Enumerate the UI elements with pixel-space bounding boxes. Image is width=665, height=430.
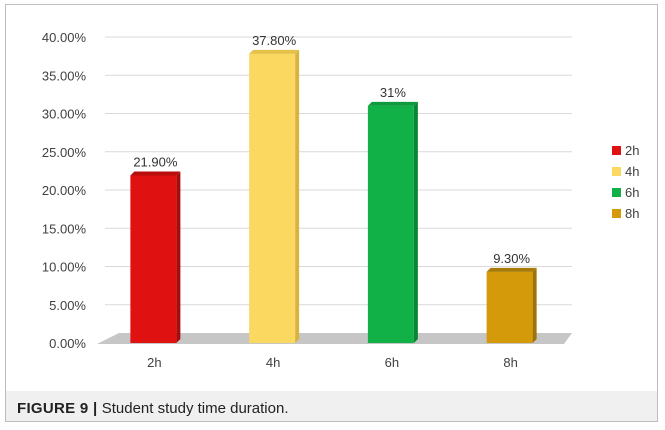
legend-swatch-8h bbox=[612, 209, 621, 218]
y-tick-label: 15.00% bbox=[42, 221, 87, 236]
x-tick-label: 6h bbox=[385, 355, 399, 370]
data-label-8h: 9.30% bbox=[493, 251, 530, 266]
x-tick-label: 8h bbox=[503, 355, 517, 370]
caption-label: FIGURE 9 | bbox=[17, 400, 98, 417]
figure-caption: FIGURE 9 | Student study time duration. bbox=[17, 400, 289, 417]
y-tick-label: 25.00% bbox=[42, 145, 87, 160]
bar-side-8h bbox=[532, 267, 537, 343]
floor-plane bbox=[97, 333, 572, 344]
bar-4h bbox=[249, 53, 296, 343]
bar-top-8h bbox=[486, 267, 537, 272]
bar-8h bbox=[486, 271, 533, 343]
y-tick-label: 20.00% bbox=[42, 183, 87, 198]
bar-side-4h bbox=[295, 49, 300, 343]
y-tick-label: 10.00% bbox=[42, 260, 87, 275]
caption-background bbox=[6, 391, 657, 421]
legend-swatch-2h bbox=[612, 146, 621, 155]
bar-top-4h bbox=[249, 49, 300, 54]
legend-swatch-6h bbox=[612, 188, 621, 197]
legend-label-4h: 4h bbox=[625, 164, 639, 179]
y-tick-label: 0.00% bbox=[49, 336, 86, 351]
legend-swatch-4h bbox=[612, 167, 621, 176]
bars bbox=[130, 49, 537, 343]
legend-label-6h: 6h bbox=[625, 185, 639, 200]
y-tick-label: 35.00% bbox=[42, 68, 87, 83]
y-axis-tick-labels: 0.00% 5.00% 10.00% 15.00% 20.00% 25.00% 30.00%… bbox=[42, 30, 87, 351]
data-label-4h: 37.80% bbox=[252, 33, 297, 48]
x-tick-label: 2h bbox=[147, 355, 161, 370]
bar-6h bbox=[367, 105, 414, 343]
caption-text: Student study time duration. bbox=[97, 400, 289, 417]
y-tick-label: 40.00% bbox=[42, 30, 87, 45]
y-tick-label: 5.00% bbox=[49, 298, 86, 313]
bar-side-2h bbox=[176, 171, 181, 343]
chart-floor bbox=[97, 333, 572, 344]
bar-2h bbox=[130, 175, 177, 343]
y-tick-label: 30.00% bbox=[42, 107, 87, 122]
bar-top-6h bbox=[367, 101, 418, 106]
legend-label-8h: 8h bbox=[625, 206, 639, 221]
bar-top-2h bbox=[130, 171, 181, 176]
bar-side-6h bbox=[413, 101, 418, 343]
figure-frame bbox=[5, 4, 658, 422]
legend: 2h 4h 6h 8h bbox=[612, 143, 639, 221]
x-tick-label: 4h bbox=[266, 355, 280, 370]
x-axis-tick-labels: 2h 4h 6h 8h bbox=[147, 355, 518, 370]
bar-chart: 0.00% 5.00% 10.00% 15.00% 20.00% 25.00% 30.00%… bbox=[42, 30, 640, 370]
data-labels: 21.90% 37.80% 31% 9.30% bbox=[133, 33, 530, 266]
data-label-2h: 21.90% bbox=[133, 154, 178, 169]
data-label-6h: 31% bbox=[380, 85, 406, 100]
legend-label-2h: 2h bbox=[625, 143, 639, 158]
